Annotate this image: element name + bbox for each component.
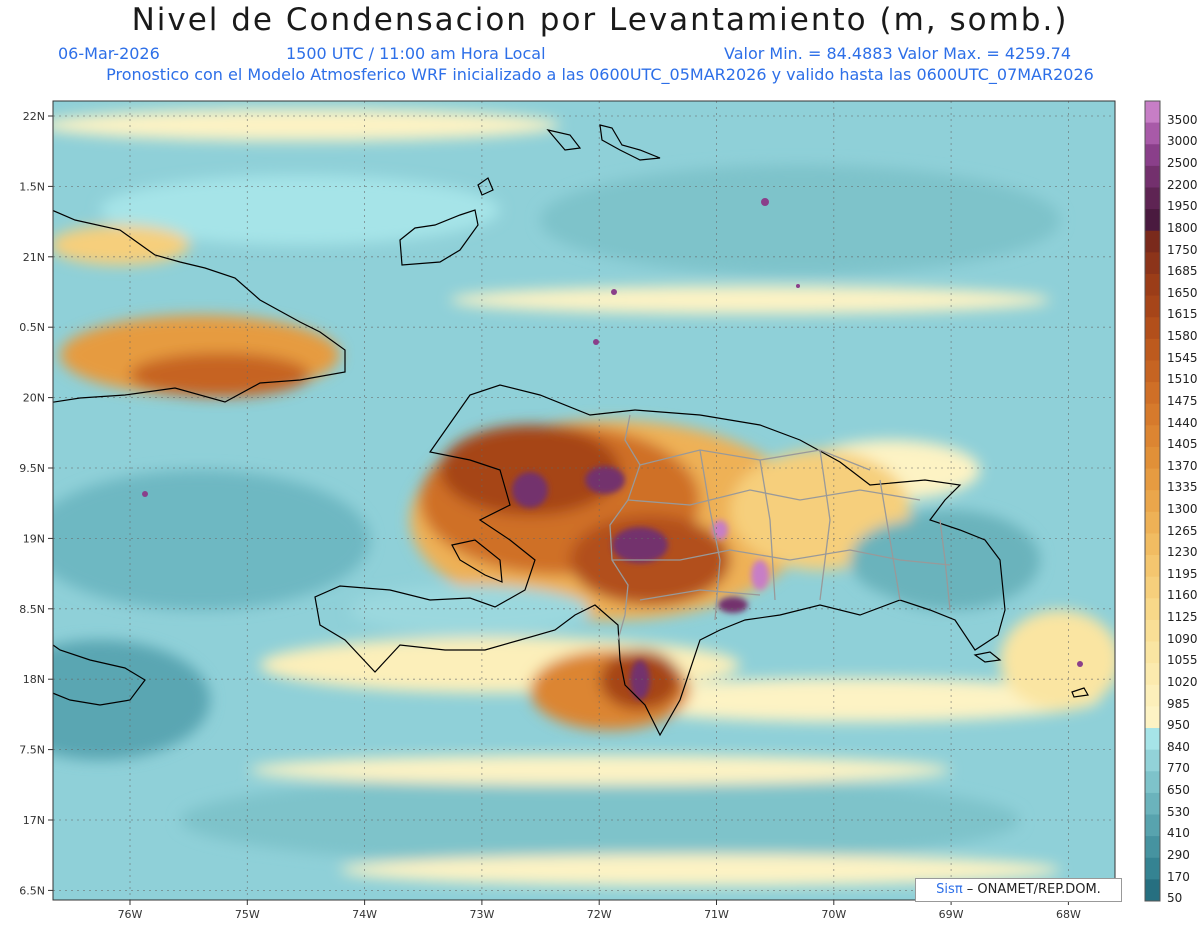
lat-tick-label: 18N: [23, 673, 45, 686]
colorbar-label: 1160: [1167, 588, 1198, 603]
lat-tick-label: 17N: [23, 814, 45, 827]
lat-tick-label: 0.5N: [19, 321, 45, 334]
forecast-date: 06-Mar-2026: [58, 44, 160, 63]
lon-tick-label: 70W: [821, 908, 846, 921]
lat-tick-label: 21N: [23, 251, 45, 264]
lat-tick-label: 8.5N: [19, 603, 45, 616]
min-max-values: Valor Min. = 84.4883 Valor Max. = 4259.7…: [724, 44, 1072, 63]
colorbar-label: 1230: [1167, 545, 1198, 560]
colorbar-label: 1475: [1167, 393, 1198, 408]
coastlines: [53, 124, 1089, 737]
colorbar-label: 1510: [1167, 372, 1198, 387]
colorbar-label: 1125: [1167, 610, 1198, 625]
colorbar-label: 290: [1167, 847, 1190, 862]
lat-tick-label: 6.5N: [19, 884, 45, 897]
forecast-time: 1500 UTC / 11:00 am Hora Local: [286, 44, 546, 63]
colorbar-label: 530: [1167, 804, 1190, 819]
model-init-info: Pronostico con el Modelo Atmosferico WRF…: [106, 65, 1094, 84]
lat-tick-label: 22N: [23, 110, 45, 123]
colorbar-label: 1195: [1167, 566, 1198, 581]
colorbar-label: 1405: [1167, 437, 1198, 452]
chart-title: Nivel de Condensacion por Levantamiento …: [131, 2, 1069, 38]
lat-tick-label: 20N: [23, 392, 45, 405]
colorbar-label: 1020: [1167, 674, 1198, 689]
colorbar-label: 410: [1167, 826, 1190, 841]
colorbar-label: 3500: [1167, 112, 1198, 127]
lon-tick-label: 72W: [587, 908, 612, 921]
lon-tick-label: 74W: [352, 908, 377, 921]
lon-tick-label: 69W: [939, 908, 964, 921]
lat-tick-label: 1.5N: [19, 180, 45, 193]
colorbar-label: 1440: [1167, 415, 1198, 430]
colorbar-label: 1300: [1167, 502, 1198, 516]
lat-tick-label: 19N: [23, 532, 45, 545]
sispi-logo: Sisπ: [936, 882, 963, 897]
colorbar-label: 1055: [1167, 653, 1198, 668]
colorbar-label: 2200: [1167, 177, 1198, 192]
colorbar-label: 1370: [1167, 458, 1198, 473]
colorbar-label: 1750: [1167, 242, 1198, 257]
lon-tick-label: 71W: [704, 908, 729, 921]
colorbar-label: 170: [1167, 869, 1190, 884]
colorbar-label: 1615: [1167, 307, 1198, 322]
colorbar-label: 950: [1167, 718, 1190, 733]
credit-text: – ONAMET/REP.DOM.: [966, 882, 1101, 897]
colorbar-label: 1685: [1167, 264, 1198, 279]
map-grid: [53, 101, 1115, 900]
colorbar-label: 840: [1167, 739, 1190, 754]
colorbar-label: 1800: [1167, 220, 1198, 235]
political-borders: [609, 414, 951, 641]
colorbar-label: 1650: [1167, 285, 1198, 300]
colorbar-label: 1335: [1167, 480, 1198, 495]
lcl-shading: [53, 101, 1115, 900]
colorbar-label: 3000: [1167, 134, 1198, 149]
credit-box: Sisπ – ONAMET/REP.DOM.: [915, 878, 1122, 902]
colorbar-label: 1090: [1167, 631, 1198, 646]
colorbar-label: 50: [1167, 891, 1183, 906]
lat-tick-label: 7.5N: [19, 744, 45, 757]
colorbar-label: 2500: [1167, 156, 1198, 171]
colorbar-label: 1545: [1167, 350, 1198, 365]
lon-tick-label: 75W: [235, 908, 260, 921]
colorbar-label: 770: [1167, 761, 1190, 776]
colorbar-label: 1950: [1167, 199, 1198, 214]
colorbar-label: 1265: [1167, 523, 1198, 538]
colorbar-label: 985: [1167, 696, 1190, 711]
colorbar-label: 1580: [1167, 329, 1198, 344]
colorbar-label: 650: [1167, 783, 1190, 798]
lat-tick-label: 9.5N: [19, 462, 45, 475]
lon-tick-label: 73W: [469, 908, 494, 921]
lon-tick-label: 76W: [118, 908, 143, 921]
lon-tick-label: 68W: [1056, 908, 1081, 921]
